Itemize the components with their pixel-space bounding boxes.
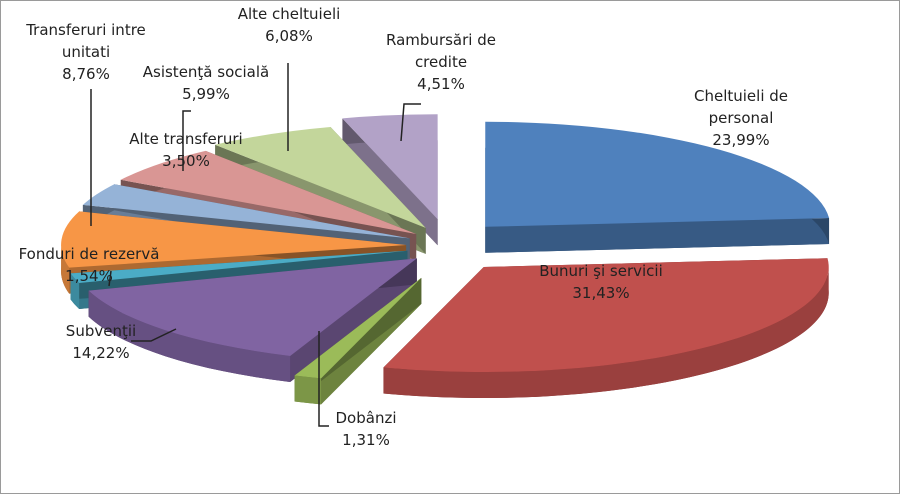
slice-rim [88,290,291,382]
pie-slice [383,258,829,399]
slice-label: Subvenţii 14,22% [66,322,136,362]
slice-rim [61,245,70,294]
slice-rim [383,267,829,399]
leader-line [318,331,329,427]
slice-label: Alte cheltuieli 6,08% [238,5,341,45]
slice-top-0 [485,121,830,227]
pie-slice [294,277,422,405]
slice-label: Transferuri intre unitati 8,76% [25,21,146,83]
pie-slice [485,121,830,253]
slice-top-1 [383,258,829,373]
slice-top-4 [70,250,408,284]
slice-top-9 [342,114,438,220]
leader-line [400,103,421,142]
slice-label: Dobânzi 1,31% [336,409,397,449]
slice-top-7 [120,150,417,235]
slice-rim [70,273,80,310]
slice-label: Asistenţă socială 5,99% [143,63,269,103]
leader-line [108,270,112,287]
leader-line [131,328,177,342]
slice-label: Rambursări de credite 4,51% [386,31,496,93]
slice-label: Fonduri de rezervă 1,54% [19,245,160,285]
slice-top-2 [294,277,422,379]
slice-top-6 [82,184,410,239]
leader-line [182,110,191,171]
slice-top-8 [215,127,426,228]
slice-rim [294,375,322,405]
slice-label: Bunuri şi servicii 31,43% [539,262,663,302]
slice-label: Cheltuieli de personal 23,99% [694,87,788,149]
slice-label: Alte transferuri 3,50% [129,130,242,170]
slice-top-5 [61,211,407,268]
slice-bottom [294,303,422,405]
